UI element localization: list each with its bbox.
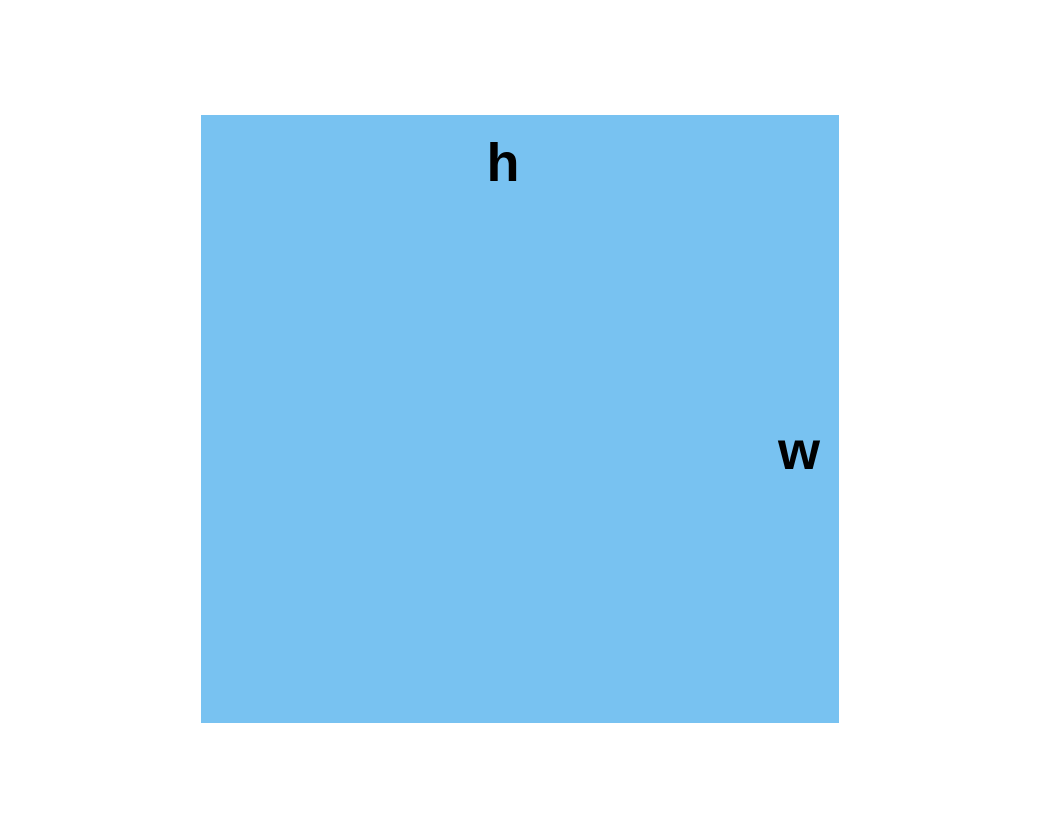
rectangle-shape bbox=[201, 115, 839, 723]
top-edge-label: h bbox=[486, 133, 520, 193]
right-edge-label: w bbox=[777, 421, 821, 481]
